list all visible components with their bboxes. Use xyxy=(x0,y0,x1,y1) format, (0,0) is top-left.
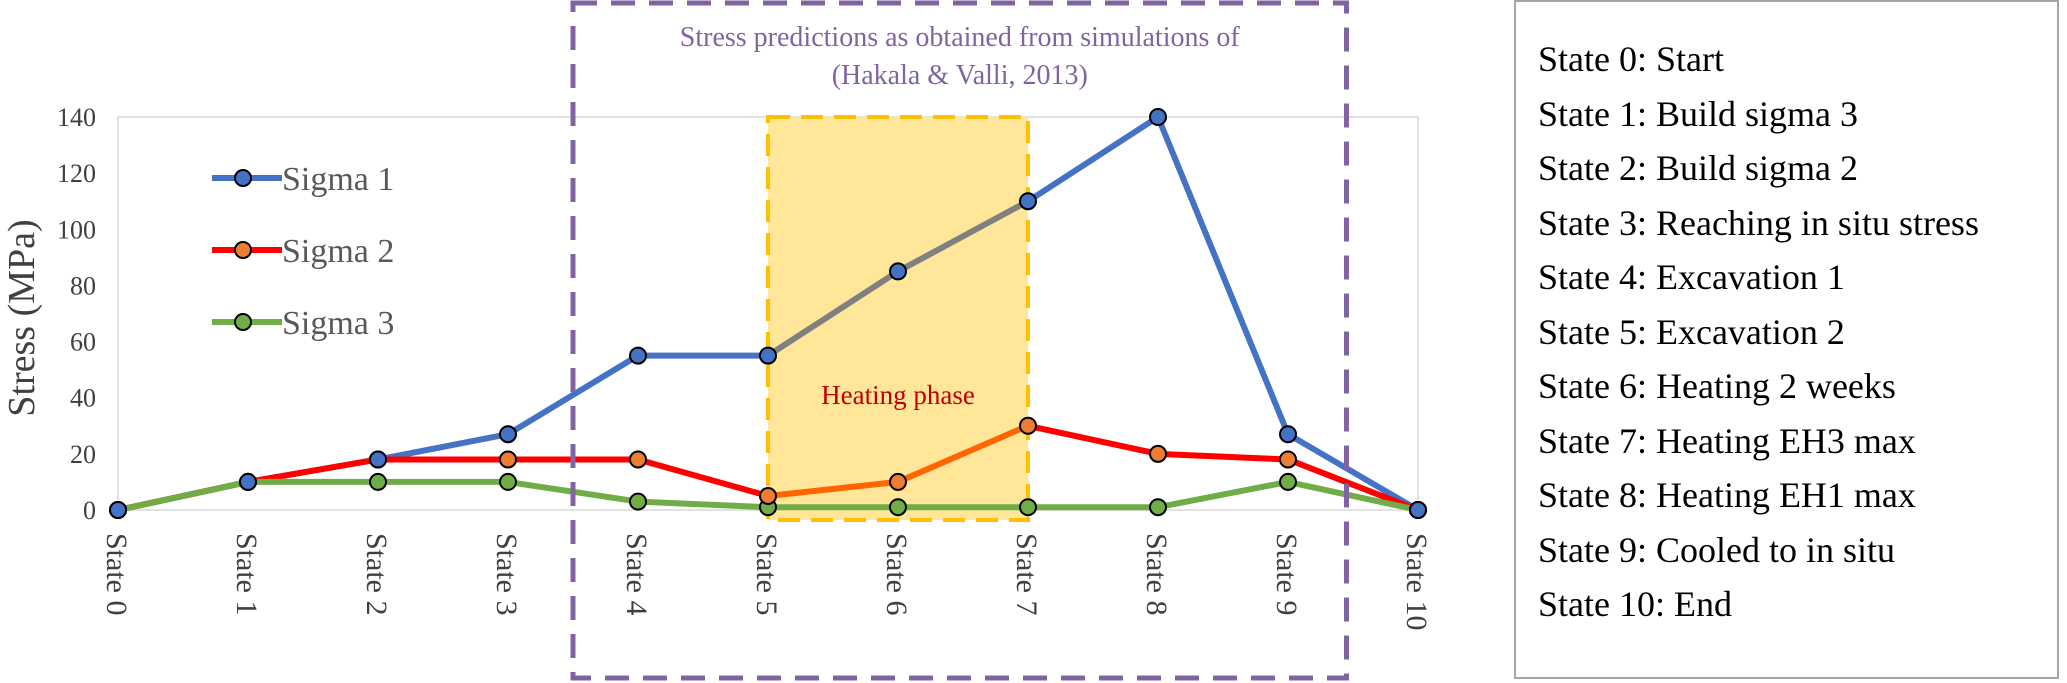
legend-swatch-marker xyxy=(234,313,252,331)
series-segment xyxy=(635,456,771,499)
x-axis-ticks: State 0 State 1 State 2 State 3 State 4 State… xyxy=(100,533,1433,631)
heating-phase-rect xyxy=(766,115,1030,522)
data-point xyxy=(499,425,517,444)
y-tick-label: 20 xyxy=(70,440,96,469)
stress-chart: Heating phase 0 20 40 60 80 100 120 140 State 0… xyxy=(1,0,1433,681)
state-legend-item: State 8: Heating EH1 max xyxy=(1538,475,1916,515)
data-point xyxy=(109,501,127,519)
data-point xyxy=(1279,425,1297,444)
x-tick-label: State 8 xyxy=(1140,533,1173,616)
data-point xyxy=(1149,444,1167,463)
series-segment xyxy=(245,456,381,485)
x-tick-label: State 6 xyxy=(880,533,913,616)
data-point xyxy=(499,472,517,491)
data-point xyxy=(239,472,257,491)
state-legend-item: State 10: End xyxy=(1538,584,1732,624)
y-tick-label: 60 xyxy=(70,328,96,357)
state-legend-item: State 2: Build sigma 2 xyxy=(1538,148,1858,188)
series-segment xyxy=(895,422,1031,485)
state-legend-item: State 9: Cooled to in situ xyxy=(1538,529,1895,570)
x-tick-label: State 0 xyxy=(100,533,133,616)
data-point xyxy=(1019,498,1037,517)
series-segment xyxy=(765,268,901,359)
data-point xyxy=(1279,450,1297,469)
series-legend: Sigma 1 Sigma 2 Sigma 3 xyxy=(212,161,394,342)
legend-entry-label: Sigma 1 xyxy=(282,161,394,198)
series-segment xyxy=(375,431,511,463)
state-legend-item: State 7: Heating EH3 max xyxy=(1538,420,1916,461)
state-legend-item: State 3: Reaching in situ stress xyxy=(1538,202,1979,243)
data-point xyxy=(1019,192,1037,211)
series-segment xyxy=(1155,478,1291,511)
y-tick-label: 100 xyxy=(57,215,96,244)
data-point xyxy=(629,450,647,469)
state-legend-item: State 4: Excavation 1 xyxy=(1538,257,1845,297)
series-segment xyxy=(1285,456,1421,513)
x-tick-label: State 2 xyxy=(360,533,393,616)
series-segment xyxy=(1285,431,1421,513)
legend-entry-label: Sigma 2 xyxy=(282,233,394,270)
series-segment xyxy=(1025,422,1161,457)
data-point xyxy=(629,492,647,511)
data-point xyxy=(1279,472,1297,491)
y-axis-ticks: 0 20 40 60 80 100 120 140 xyxy=(57,103,96,525)
state-legend-item: State 0: Start xyxy=(1538,39,1724,79)
x-tick-label: State 4 xyxy=(620,533,653,616)
data-point xyxy=(369,450,387,469)
x-tick-label: State 7 xyxy=(1010,533,1043,616)
y-tick-label: 80 xyxy=(70,271,96,300)
series-segment xyxy=(1155,114,1291,438)
simulation-box: Stress predictions as obtained from simu… xyxy=(570,0,1349,681)
series-segment xyxy=(1025,114,1161,205)
y-tick-label: 140 xyxy=(57,103,96,132)
state-legend-box: State 0: Start State 1: Build sigma 3 Stat… xyxy=(1514,0,2059,679)
state-legend-item: State 5: Excavation 2 xyxy=(1538,311,1845,352)
simulation-box-citation: (Hakala & Valli, 2013) xyxy=(832,60,1088,91)
data-point xyxy=(499,450,517,469)
simulation-box-title: Stress predictions as obtained from simu… xyxy=(680,22,1241,53)
series-segment xyxy=(505,352,641,438)
y-tick-label: 40 xyxy=(70,384,96,413)
data-point xyxy=(759,346,777,365)
legend-swatch-marker xyxy=(234,169,252,187)
x-tick-label: State 10 xyxy=(1400,533,1433,631)
x-tick-label: State 5 xyxy=(750,533,783,616)
data-point xyxy=(1019,416,1037,435)
state-legend-item: State 6: Heating 2 weeks xyxy=(1538,366,1896,406)
series-segment xyxy=(1285,478,1421,513)
y-tick-label: 120 xyxy=(57,159,96,188)
data-point xyxy=(369,472,387,491)
data-point xyxy=(889,498,907,517)
data-point xyxy=(759,486,777,505)
x-tick-label: State 1 xyxy=(230,533,263,616)
series-segment xyxy=(1155,450,1291,463)
series-markers xyxy=(109,108,1427,519)
series-lines xyxy=(115,114,1421,513)
data-point xyxy=(1149,108,1167,126)
legend-swatch-marker xyxy=(234,241,252,259)
data-point xyxy=(1149,498,1167,517)
data-point xyxy=(1409,501,1427,519)
x-tick-label: State 3 xyxy=(490,533,523,616)
heating-phase-label: Heating phase xyxy=(821,380,975,410)
legend-entry-label: Sigma 3 xyxy=(282,305,394,342)
data-point xyxy=(889,262,907,281)
heating-phase-box: Heating phase xyxy=(766,115,1030,522)
series-segment xyxy=(895,198,1031,275)
y-axis-label: Stress (MPa) xyxy=(1,219,43,416)
state-legend-item: State 1: Build sigma 3 xyxy=(1538,93,1858,134)
series-segment xyxy=(115,478,251,513)
x-tick-label: State 9 xyxy=(1270,533,1303,616)
simulation-box-rect xyxy=(570,0,1349,681)
data-point xyxy=(889,472,907,491)
data-point xyxy=(629,346,647,365)
series-segment xyxy=(635,498,771,511)
series-segment xyxy=(765,478,901,499)
y-tick-label: 0 xyxy=(83,496,96,525)
